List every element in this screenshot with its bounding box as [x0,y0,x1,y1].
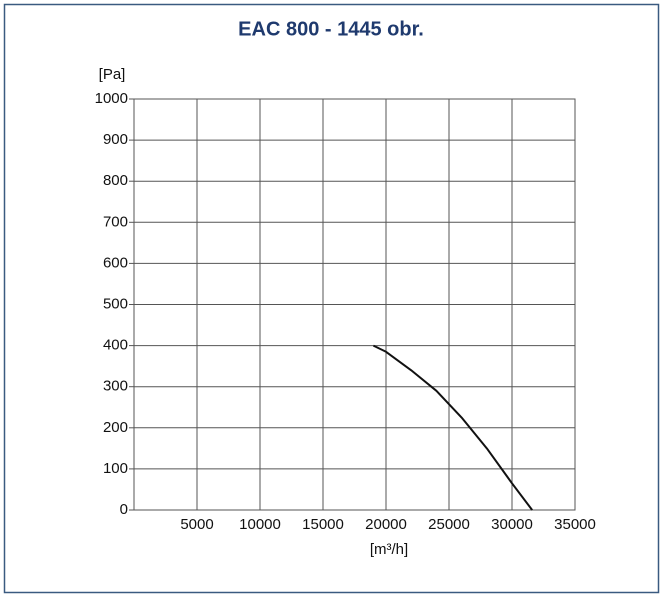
y-tick-label: 800 [103,172,128,189]
y-tick-label: 500 [103,295,128,312]
y-tick-label: 600 [103,254,128,271]
x-tick-label: 15000 [302,516,344,533]
x-tick-label: 35000 [554,516,596,533]
y-tick-label: 700 [103,213,128,230]
chart-title: EAC 800 - 1445 obr. [238,18,424,40]
x-tick-label: 25000 [428,516,470,533]
x-tick-label: 5000 [180,516,213,533]
x-tick-label: 30000 [491,516,533,533]
y-axis-label: [Pa] [99,66,126,83]
y-tick-label: 200 [103,419,128,436]
y-tick-label: 1000 [95,90,128,107]
curve [372,344,533,511]
y-tick-label: 0 [120,501,128,518]
y-tick-label: 900 [103,131,128,148]
x-tick-label: 10000 [239,516,281,533]
y-tick-label: 400 [103,337,128,354]
y-tick-label: 100 [103,460,128,477]
x-axis-label: [m³/h] [370,541,408,558]
x-tick-label: 20000 [365,516,407,533]
y-tick-label: 300 [103,378,128,395]
frame [3,3,660,594]
